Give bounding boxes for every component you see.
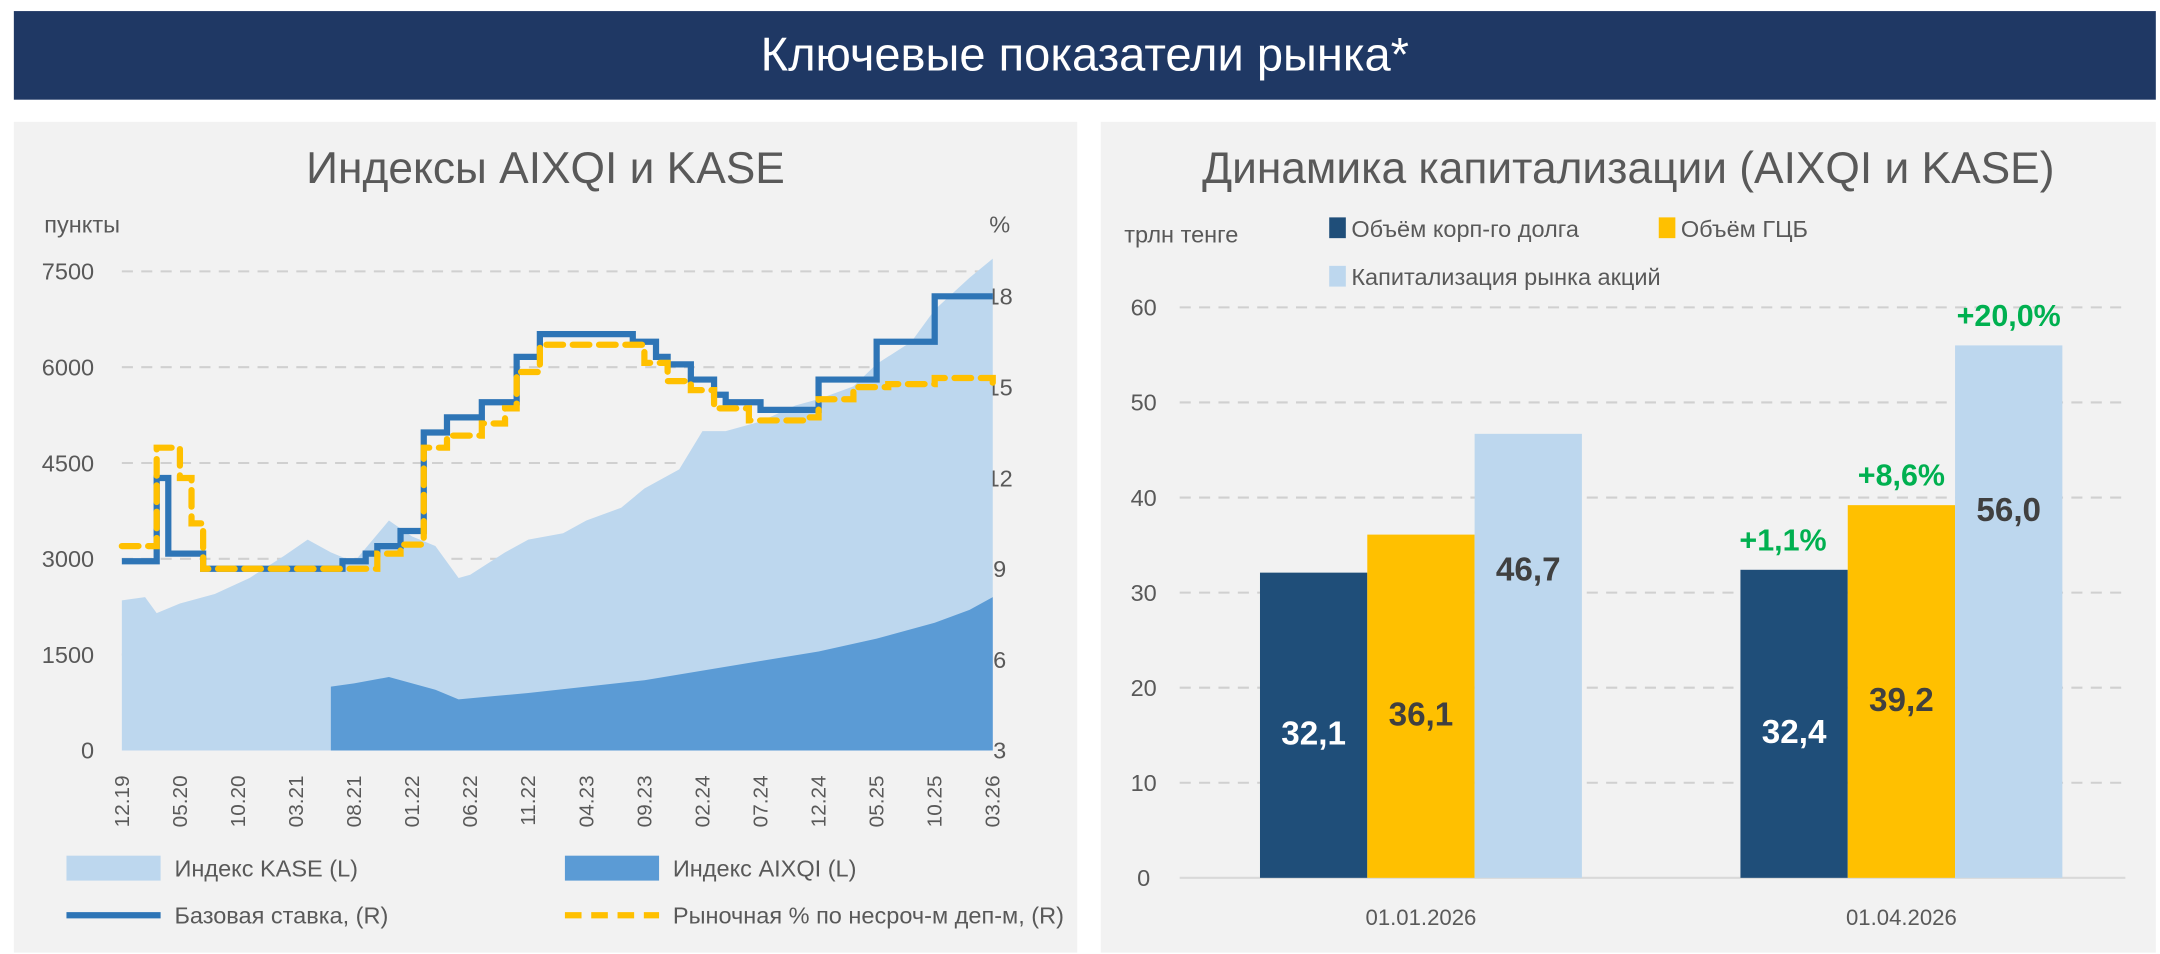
legend-swatch: [1658, 217, 1676, 239]
base-rate-line: [121, 293, 993, 572]
y-tick-right: 9: [993, 556, 1006, 582]
y-tick-left: 1500: [42, 642, 94, 668]
x-category-label: 01.04.2026: [1846, 905, 1957, 930]
bar-value-label: 46,7: [1496, 551, 1561, 588]
x-tick: 12.24: [807, 775, 830, 827]
y-axis-label: трлн тенге: [1124, 221, 1238, 247]
y-tick-left: 4500: [42, 450, 94, 476]
legend-label: Индекс AIXQI (L): [673, 855, 857, 881]
y-tick: 40: [1131, 485, 1157, 511]
x-tick: 02.24: [691, 775, 714, 827]
bar: [1740, 569, 1848, 878]
x-tick: 03.26: [982, 775, 1005, 827]
aixqi-index-area: [330, 597, 993, 751]
y-tick-right: 6: [993, 647, 1006, 673]
bar: [1955, 345, 2063, 878]
page-header: Ключевые показатели рынка*: [13, 11, 2156, 100]
legend-swatch: [1329, 265, 1346, 287]
x-tick: 09.23: [633, 775, 656, 827]
kase-index-area: [121, 258, 993, 751]
page-title: Ключевые показатели рынка*: [760, 28, 1409, 81]
y-tick-left: 3000: [42, 546, 94, 572]
bar-change-label: +20,0%: [1957, 299, 2061, 333]
bar-value-label: 39,2: [1869, 682, 1934, 719]
bar-value-label: 56,0: [1976, 492, 2041, 529]
indices-chart: Индексы AIXQI и KASE пункты % 0 1500 3000 4500…: [42, 144, 1064, 929]
x-tick: 06.22: [459, 775, 482, 827]
legend-label: Рыночная % по несроч-м деп-м, (R): [673, 903, 1064, 929]
y-tick-right: 3: [993, 738, 1006, 764]
legend-label: Объём корп-го долга: [1351, 216, 1579, 242]
x-tick: 08.21: [343, 775, 366, 827]
x-tick: 03.21: [285, 775, 308, 827]
legend-label: Индекс KASE (L): [174, 855, 358, 881]
bar-value-label: 32,4: [1762, 714, 1827, 751]
x-tick: 04.23: [575, 775, 598, 827]
y-tick: 0: [1137, 865, 1150, 891]
bar: [1847, 505, 1956, 878]
legend-label: Капитализация рынка акций: [1351, 264, 1660, 290]
bar: [1259, 572, 1368, 878]
x-tick: 11.22: [517, 775, 540, 825]
x-tick: 12.19: [111, 775, 134, 827]
legend-label: Базовая ставка, (R): [174, 903, 388, 929]
indices-panel: Индексы AIXQI и KASE пункты% 0 1500 3000 4500…: [13, 121, 1078, 953]
capitalization-chart: Динамика капитализации (AIXQI и KASE) трл…: [1124, 144, 2126, 930]
bar-value-label: 36,1: [1389, 697, 1454, 734]
bar: [1474, 433, 1582, 878]
x-tick: 05.25: [866, 775, 889, 827]
y-tick: 60: [1131, 295, 1157, 321]
legend-swatch: [1329, 217, 1346, 239]
y-tick: 30: [1131, 580, 1157, 606]
bar: [1367, 534, 1475, 878]
y-tick-left: 6000: [42, 355, 94, 381]
chart-title: Индексы AIXQI и KASE: [306, 144, 785, 193]
x-tick: 07.24: [749, 775, 772, 827]
bar-change-label: +1,1%: [1739, 523, 1826, 557]
y-tick: 50: [1131, 390, 1157, 416]
y-tick: 20: [1131, 675, 1157, 701]
legend-swatch: [66, 855, 161, 881]
y-tick-left: 0: [81, 738, 94, 764]
y-tick: 10: [1131, 770, 1157, 796]
x-tick: 01.22: [401, 775, 424, 827]
legend-swatch: [564, 855, 660, 881]
x-tick: 10.20: [227, 775, 250, 827]
capitalization-panel: Динамика капитализации (AIXQI и KASE) трл…: [1100, 121, 2156, 953]
bar-value-label: 32,1: [1281, 716, 1346, 753]
bar-change-label: +8,6%: [1858, 459, 1945, 493]
chart-title: Динамика капитализации (AIXQI и KASE): [1202, 144, 2054, 193]
legend-label: Объём ГЦБ: [1681, 216, 1808, 242]
y-axis-right-label: %: [989, 212, 1010, 238]
deposit-rate-line: [118, 341, 996, 572]
y-axis-left-label: пункты: [44, 212, 120, 238]
x-tick: 10.25: [924, 775, 947, 827]
y-tick-left: 7500: [42, 259, 94, 285]
x-category-label: 01.01.2026: [1366, 905, 1477, 930]
x-tick: 05.20: [169, 775, 192, 827]
